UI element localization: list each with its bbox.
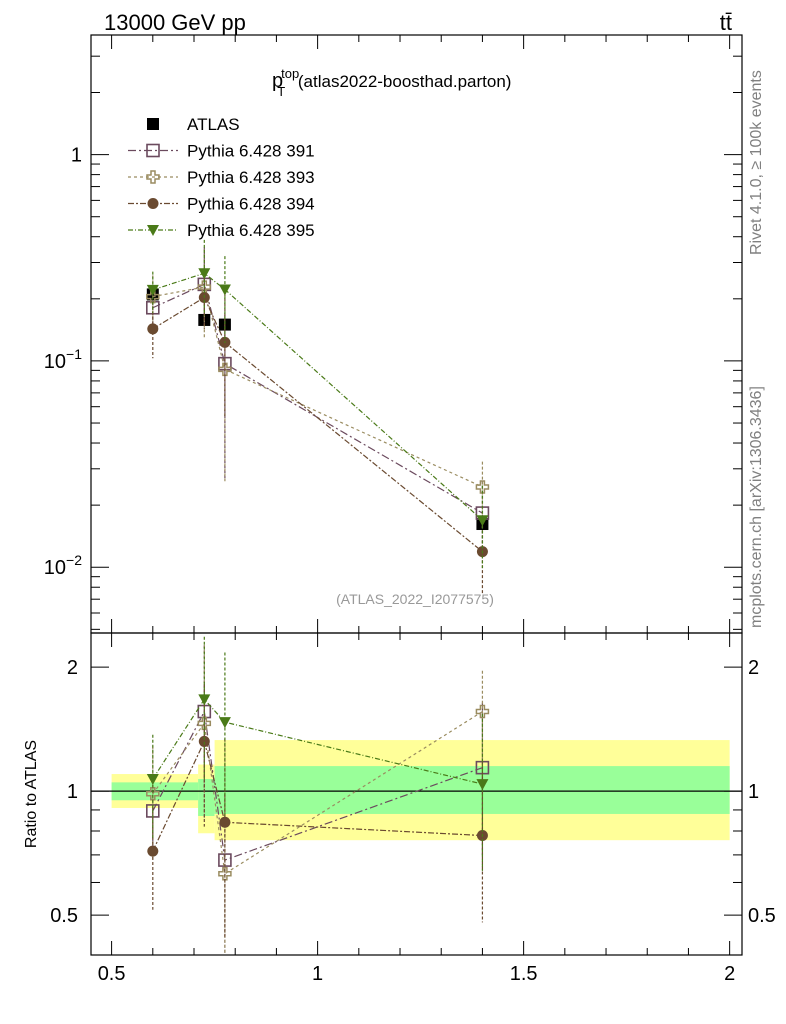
title-sub: T xyxy=(277,84,285,99)
ratio-ytick-label: 0.5 xyxy=(50,905,78,927)
ratio-point-1-2 xyxy=(218,866,232,881)
legend-marker-3 xyxy=(147,198,159,209)
legend-label-3: Pythia 6.428 394 xyxy=(187,195,315,214)
ratio-band-green-1 xyxy=(198,778,215,817)
ratio-point-2-2 xyxy=(219,816,231,828)
ratio-point-2-1 xyxy=(198,735,210,747)
ratio-series-line-0 xyxy=(152,709,483,861)
ratio-point-1-0 xyxy=(146,787,160,801)
main-series-line-4 xyxy=(152,272,483,521)
main-marks xyxy=(146,239,490,595)
ratio-xtick-label: 1 xyxy=(312,963,323,985)
ratio-ytick-label-right: 0.5 xyxy=(748,905,776,927)
title-sup: top xyxy=(281,66,299,81)
legend-marker-2 xyxy=(146,170,160,184)
ratio-series-line-1 xyxy=(152,711,483,875)
main-title: ptop T (atlas2022-boosthad.parton) xyxy=(272,66,511,99)
main-series-line-2 xyxy=(152,286,483,488)
main-point-4-0 xyxy=(146,284,159,296)
main-point-3-0 xyxy=(147,323,159,335)
main-point-4-3 xyxy=(476,515,489,527)
ratio-point-3-1 xyxy=(198,694,211,706)
legend-label-0: ATLAS xyxy=(187,115,240,134)
ratio-band-green-2 xyxy=(214,766,730,814)
ratio-point-2-0 xyxy=(147,845,159,857)
ratio-panel: 0.5 1 1.5 2 0.5 0.5 1 1 2 2 Ratio to ATLAS xyxy=(23,632,776,985)
legend: ATLAS Pythia 6.428 391 Pythia 6.428 393 Pyt… xyxy=(128,115,315,240)
main-point-4-2 xyxy=(218,284,231,296)
ratio-ytick-label: 2 xyxy=(67,657,78,679)
ratio-point-1-3 xyxy=(475,704,490,719)
ratio-point-3-2 xyxy=(218,717,231,729)
main-point-2-2 xyxy=(218,362,232,377)
rivet-version-label: Rivet 4.1.0, ≥ 100k events xyxy=(748,70,765,255)
main-axis-ticks: 1 10−1 10−2 xyxy=(44,35,742,633)
ratio-xtick-label: 0.5 xyxy=(98,963,126,985)
mcplots-label: mcplots.cern.ch [arXiv:1306.3436] xyxy=(748,386,765,628)
ratio-axis-ticks: 0.5 1 1.5 2 0.5 0.5 1 1 2 2 xyxy=(50,633,776,985)
ratio-frame xyxy=(90,632,743,956)
title-p: p xyxy=(272,70,283,92)
legend-label-1: Pythia 6.428 391 xyxy=(187,142,315,161)
title-rest: (atlas2022-boosthad.parton) xyxy=(293,72,511,91)
ratio-series-line-3 xyxy=(152,698,483,785)
main-series-line-1 xyxy=(152,283,483,514)
ratio-point-1-1 xyxy=(197,716,212,731)
ratio-ytick-label-right: 2 xyxy=(748,657,759,679)
header-collision: 13000 GeV pp xyxy=(104,10,246,35)
main-series-line-3 xyxy=(152,296,483,553)
legend-marker-1 xyxy=(146,143,160,158)
legend-label-2: Pythia 6.428 393 xyxy=(187,168,315,187)
ratio-point-3-3 xyxy=(476,779,489,791)
ratio-ytick-label-right: 1 xyxy=(748,781,759,803)
ratio-series-line-2 xyxy=(152,739,483,852)
main-ytick-label: 1 xyxy=(71,145,82,167)
main-panel: 1 10−1 10−2 ptop T (atlas2022-boosthad.part… xyxy=(44,34,743,634)
ratio-ytick-label: 1 xyxy=(67,781,78,803)
ratio-marks xyxy=(91,636,742,955)
main-point-2-3 xyxy=(475,480,490,494)
legend-marker-4 xyxy=(147,225,159,236)
ratio-xtick-label: 1.5 xyxy=(510,963,538,985)
legend-marker-0 xyxy=(147,118,159,130)
main-ytick-label: 10−1 xyxy=(44,346,82,373)
ratio-xtick-label: 2 xyxy=(724,963,735,985)
main-point-2-0 xyxy=(146,289,160,304)
ratio-ylabel: Ratio to ATLAS xyxy=(23,740,40,848)
ratio-point-3-0 xyxy=(146,773,159,785)
main-ytick-label: 10−2 xyxy=(44,552,82,579)
analysis-watermark: (ATLAS_2022_I2077575) xyxy=(336,591,494,607)
main-point-4-1 xyxy=(198,268,211,280)
header-process: tt̄ xyxy=(720,10,732,35)
legend-label-4: Pythia 6.428 395 xyxy=(187,221,315,240)
